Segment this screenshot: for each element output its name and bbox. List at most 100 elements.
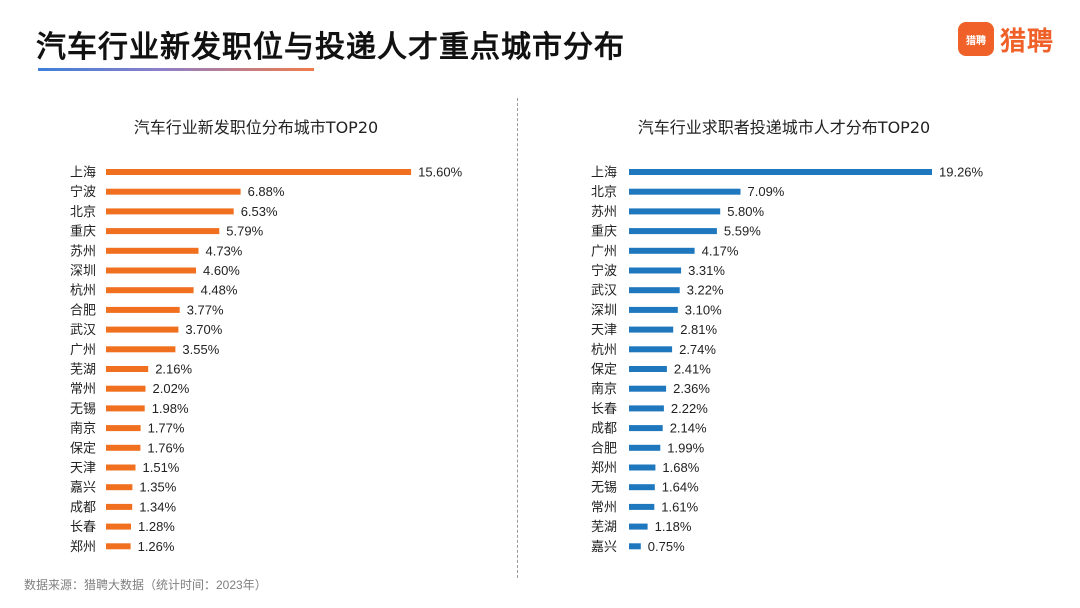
left-bar [106, 405, 145, 412]
right-category-label: 杭州 [591, 343, 617, 358]
right-category-label: 常州 [591, 500, 617, 515]
left-value-label: 4.73% [206, 243, 243, 258]
left-bar [106, 464, 136, 471]
right-value-label: 0.75% [648, 539, 685, 554]
right-category-label: 北京 [591, 185, 617, 200]
right-value-label: 1.68% [662, 460, 699, 475]
right-bar [629, 346, 673, 353]
left-category-label: 宁波 [70, 184, 96, 200]
left-bar [106, 326, 179, 333]
right-bar [629, 425, 663, 432]
right-category-label: 武汉 [591, 284, 617, 299]
right-value-label: 7.09% [748, 184, 785, 199]
right-bar [629, 306, 678, 313]
right-category-label: 天津 [591, 323, 617, 338]
right-category-label: 长春 [591, 402, 617, 417]
left-category-label: 嘉兴 [70, 481, 96, 496]
left-value-label: 2.16% [155, 362, 192, 377]
left-bar [106, 267, 196, 274]
right-category-label: 无锡 [591, 481, 617, 496]
left-value-label: 3.55% [182, 342, 219, 357]
data-source-note: 数据来源：猎聘大数据（统计时间：2023年） [24, 578, 267, 592]
logo-badge-icon: 猎聘 [958, 22, 994, 56]
right-value-label: 2.41% [674, 362, 711, 377]
left-category-label: 深圳 [70, 264, 96, 279]
left-chart-title: 汽车行业新发职位分布城市TOP20 [134, 118, 378, 137]
right-category-label: 嘉兴 [591, 540, 617, 555]
left-category-label: 常州 [70, 382, 96, 397]
brand-logo: 猎聘 猎聘 [958, 20, 1054, 58]
right-bar [629, 464, 656, 471]
left-category-label: 合肥 [70, 303, 96, 318]
right-bar [629, 267, 682, 274]
right-value-label: 3.31% [688, 263, 725, 278]
left-category-label: 天津 [70, 461, 96, 476]
left-category-label: 长春 [70, 520, 96, 535]
right-category-label: 苏州 [591, 204, 617, 220]
right-bar [629, 543, 641, 550]
left-bar [106, 385, 146, 392]
right-value-label: 2.14% [670, 421, 707, 436]
left-value-label: 6.53% [241, 204, 278, 219]
left-bar [106, 188, 241, 195]
left-category-label: 芜湖 [70, 363, 96, 378]
left-category-label: 保定 [70, 441, 96, 456]
logo-text: 猎聘 [1000, 25, 1055, 56]
left-category-label: 上海 [70, 166, 96, 181]
left-bar [106, 287, 194, 294]
left-value-label: 3.77% [187, 302, 224, 317]
left-category-label: 郑州 [70, 540, 96, 555]
left-category-label: 广州 [70, 343, 96, 358]
left-chart: 汽车行业新发职位分布城市TOP20 上海 15.60% 宁波 6.88% 北京 6.53% 重… [70, 118, 463, 555]
right-value-label: 1.99% [667, 440, 704, 455]
right-bar [629, 484, 655, 491]
left-value-label: 5.79% [226, 224, 263, 239]
right-category-label: 广州 [591, 244, 617, 259]
right-bar [629, 503, 655, 510]
left-bar [106, 523, 131, 530]
right-category-label: 南京 [591, 381, 617, 397]
right-category-label: 保定 [591, 363, 617, 378]
left-bar [106, 247, 199, 254]
page-title: 汽车行业新发职位与投递人才重点城市分布 [36, 30, 625, 65]
right-bar [629, 169, 932, 175]
left-value-label: 1.35% [139, 480, 176, 495]
left-value-label: 1.77% [148, 421, 185, 436]
left-category-label: 重庆 [70, 224, 96, 240]
left-value-label: 6.88% [248, 184, 285, 199]
left-bar [106, 484, 133, 491]
right-category-label: 成都 [591, 422, 617, 437]
right-category-label: 芜湖 [591, 520, 617, 535]
left-category-label: 无锡 [70, 402, 96, 417]
right-bar [629, 247, 695, 254]
right-bar [629, 287, 680, 294]
left-bar [106, 444, 141, 451]
left-bar [106, 208, 234, 215]
left-category-label: 杭州 [70, 284, 96, 299]
left-bar [106, 543, 131, 550]
left-bar [106, 306, 180, 313]
left-value-label: 1.28% [138, 519, 175, 534]
right-bar [629, 405, 664, 412]
right-category-label: 郑州 [591, 461, 617, 476]
left-value-label: 4.48% [201, 283, 238, 298]
right-bar [629, 523, 648, 530]
left-bar [106, 366, 149, 372]
right-bar [629, 385, 667, 392]
right-chart: 汽车行业求职者投递城市人才分布TOP20 上海 19.26% 北京 7.09% 苏州 5.8… [591, 118, 984, 555]
right-bar [629, 444, 661, 451]
left-value-label: 15.60% [418, 165, 463, 180]
left-category-label: 武汉 [70, 323, 96, 338]
right-category-label: 深圳 [591, 303, 617, 318]
right-category-label: 重庆 [591, 224, 617, 240]
left-value-label: 1.26% [138, 539, 175, 554]
right-category-label: 上海 [591, 166, 617, 181]
right-value-label: 2.36% [673, 381, 710, 396]
right-value-label: 19.26% [939, 165, 984, 180]
right-category-label: 合肥 [591, 441, 617, 456]
right-category-label: 宁波 [591, 263, 617, 279]
left-category-label: 南京 [70, 421, 96, 437]
left-bar [106, 346, 176, 353]
right-value-label: 5.59% [724, 224, 761, 239]
